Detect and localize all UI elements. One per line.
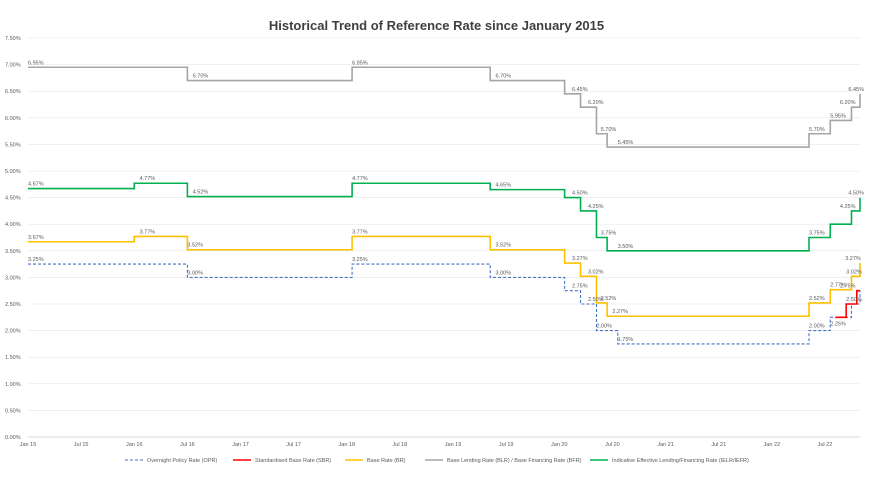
legend-label: Standardised Base Rate (SBR) — [255, 458, 331, 464]
data-label: 3.77% — [352, 229, 368, 235]
data-label: 3.67% — [28, 235, 44, 241]
y-axis: 0.00% 0.50% 1.00% 1.50% 2.00% 2.50% 3.00% 3.50%… — [5, 36, 21, 441]
data-label: 4.77% — [352, 176, 368, 182]
y-tick-label: 4.50% — [5, 196, 21, 202]
series-line — [28, 235, 861, 318]
y-tick-label: 2.50% — [5, 302, 21, 308]
grid — [28, 37, 860, 438]
y-tick-label: 5.00% — [5, 169, 21, 175]
data-label: 6.95% — [28, 60, 44, 66]
data-label: 6.45% — [572, 87, 588, 93]
y-tick-label: 2.00% — [5, 329, 21, 335]
data-label: 1.75% — [618, 337, 634, 343]
x-tick-label: Jan 17 — [232, 442, 249, 448]
data-label: 4.50% — [848, 191, 864, 197]
data-label: 3.00% — [496, 270, 512, 276]
data-label: 2.75% — [572, 284, 588, 290]
data-label: 6.20% — [588, 100, 604, 106]
x-tick-label: Jul 21 — [711, 442, 726, 448]
data-label: 2.25% — [830, 321, 846, 327]
data-label: 5.95% — [830, 113, 846, 119]
y-tick-label: 7.00% — [5, 63, 21, 69]
data-label: 3.75% — [601, 231, 617, 237]
legend-label: Base Rate (BR) — [367, 458, 406, 464]
y-tick-label: 0.50% — [5, 408, 21, 414]
x-axis: Jan 15 Jul 15 Jan 16 Jul 16 Jan 17 Jul 17 Jan … — [20, 436, 860, 448]
data-label: 4.65% — [496, 183, 512, 189]
x-tick-label: Jan 16 — [126, 442, 143, 448]
data-label: 3.75% — [809, 231, 825, 237]
data-label: 4.25% — [588, 204, 604, 210]
data-label: 2.75% — [840, 284, 856, 290]
data-label: 6.70% — [193, 74, 209, 80]
x-tick-label: Jul 17 — [286, 442, 301, 448]
legend-label: Indicative Effective Lending/Financing R… — [612, 458, 749, 464]
data-label: 4.67% — [28, 182, 44, 188]
data-label: 5.70% — [809, 127, 825, 133]
x-tick-label: Jul 15 — [74, 442, 89, 448]
x-tick-label: Jan 18 — [339, 442, 356, 448]
data-label: 6.70% — [496, 74, 512, 80]
data-label: 2.50% — [846, 297, 862, 303]
data-label: 2.77% — [830, 283, 846, 289]
data-label: 3.52% — [496, 243, 512, 249]
x-tick-label: Jan 19 — [445, 442, 462, 448]
data-label: 4.77% — [140, 176, 156, 182]
data-label: 3.02% — [588, 269, 604, 275]
series-line — [28, 66, 861, 148]
y-tick-label: 5.50% — [5, 142, 21, 148]
y-tick-label: 6.50% — [5, 89, 21, 95]
data-label: 5.45% — [618, 140, 634, 146]
data-label: 2.52% — [809, 296, 825, 302]
legend-label: Overnight Policy Rate (OPR) — [147, 458, 217, 464]
x-tick-label: Jul 22 — [818, 442, 833, 448]
data-label: 2.00% — [596, 324, 612, 330]
data-label: 3.50% — [618, 244, 634, 250]
y-tick-label: 6.00% — [5, 116, 21, 122]
data-label: 3.25% — [352, 257, 368, 263]
data-label: 3.27% — [845, 256, 861, 262]
data-label: 2.27% — [612, 309, 628, 315]
x-tick-label: Jul 19 — [499, 442, 514, 448]
x-tick-label: Jul 20 — [605, 442, 620, 448]
legend-label: Base Lending Rate (BLR) / Base Financing… — [447, 458, 582, 464]
y-tick-label: 3.50% — [5, 249, 21, 255]
data-label: 3.77% — [140, 229, 156, 235]
x-tick-label: Jul 18 — [393, 442, 408, 448]
legend: Overnight Policy Rate (OPR) Standardised … — [125, 458, 749, 464]
y-tick-label: 7.50% — [5, 36, 21, 42]
x-tick-label: Jan 21 — [657, 442, 674, 448]
data-label: 2.00% — [809, 324, 825, 330]
data-label: 3.52% — [187, 243, 203, 249]
y-tick-label: 4.00% — [5, 222, 21, 228]
x-tick-label: Jul 16 — [180, 442, 195, 448]
series-lines — [28, 66, 861, 345]
x-tick-label: Jan 15 — [20, 442, 37, 448]
y-tick-label: 1.50% — [5, 355, 21, 361]
chart-title: Historical Trend of Reference Rate since… — [268, 18, 605, 33]
data-label: 5.70% — [601, 127, 617, 133]
data-label: 4.50% — [572, 191, 588, 197]
series-line — [28, 182, 861, 252]
y-tick-label: 1.00% — [5, 382, 21, 388]
data-label: 6.95% — [352, 60, 368, 66]
data-label: 3.02% — [846, 269, 862, 275]
y-tick-label: 0.00% — [5, 435, 21, 441]
data-label: 2.52% — [601, 296, 617, 302]
x-tick-label: Jan 22 — [764, 442, 781, 448]
data-label: 6.20% — [840, 100, 856, 106]
data-label: 3.25% — [28, 257, 44, 263]
y-tick-label: 3.00% — [5, 275, 21, 281]
data-label: 3.00% — [187, 270, 203, 276]
x-tick-label: Jan 20 — [551, 442, 568, 448]
data-labels: 3.25% 3.00% 3.25% 3.00% 2.75% 2.50% 2.00% 1.75%… — [28, 60, 864, 343]
data-label: 4.25% — [840, 204, 856, 210]
data-label: 6.45% — [848, 87, 864, 93]
data-label: 4.52% — [193, 190, 209, 196]
data-label: 3.27% — [572, 256, 588, 262]
data-label: 2.50% — [588, 297, 604, 303]
series-line — [835, 289, 860, 319]
